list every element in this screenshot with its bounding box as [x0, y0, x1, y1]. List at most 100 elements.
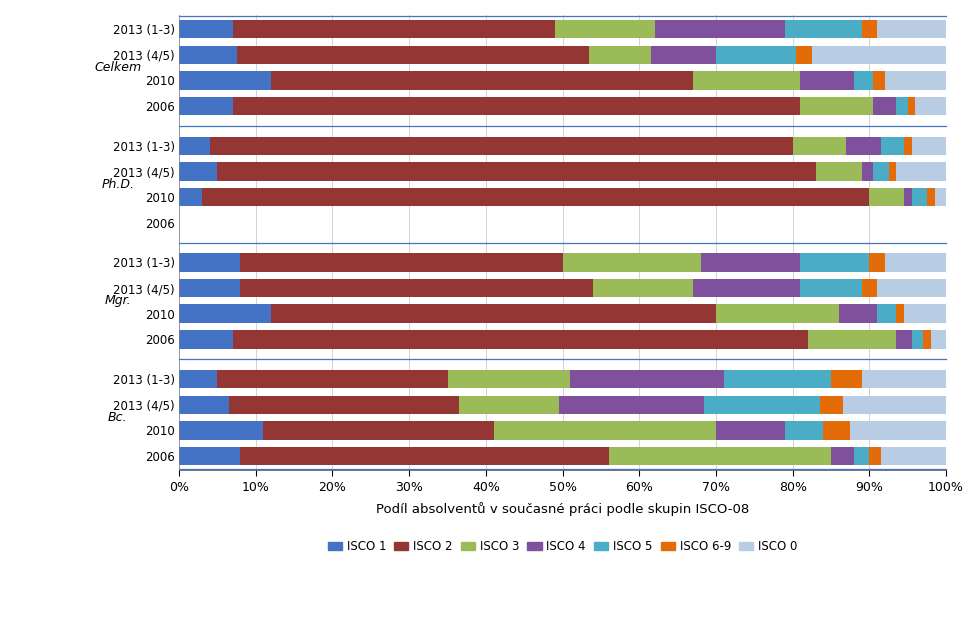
Bar: [700, 253, 800, 271]
Bar: [800, 97, 872, 115]
Text: Celkem: Celkem: [94, 61, 141, 74]
Bar: [926, 188, 934, 206]
Bar: [179, 188, 201, 206]
Bar: [217, 370, 447, 389]
Bar: [237, 46, 589, 64]
Bar: [800, 253, 868, 271]
Bar: [179, 447, 241, 465]
Bar: [723, 370, 830, 389]
Bar: [861, 279, 876, 297]
Bar: [861, 162, 872, 181]
Bar: [895, 330, 911, 349]
Bar: [807, 330, 895, 349]
Bar: [562, 253, 700, 271]
Bar: [911, 136, 945, 155]
Bar: [179, 304, 271, 323]
Bar: [608, 447, 830, 465]
Bar: [569, 370, 723, 389]
Bar: [784, 421, 822, 439]
Bar: [853, 447, 868, 465]
X-axis label: Podíl absolventů v současné práci podle skupin ISCO-08: Podíl absolventů v současné práci podle …: [376, 502, 748, 516]
Bar: [903, 188, 911, 206]
Bar: [271, 304, 715, 323]
Bar: [447, 370, 569, 389]
Bar: [493, 421, 715, 439]
Bar: [179, 162, 217, 181]
Bar: [861, 370, 945, 389]
Bar: [819, 396, 842, 414]
Bar: [911, 188, 926, 206]
Bar: [872, 162, 888, 181]
Bar: [241, 253, 562, 271]
Bar: [241, 447, 608, 465]
Bar: [654, 20, 784, 38]
Bar: [179, 253, 241, 271]
Bar: [233, 20, 555, 38]
Bar: [558, 396, 704, 414]
Bar: [872, 97, 895, 115]
Bar: [179, 370, 217, 389]
Bar: [888, 162, 895, 181]
Bar: [922, 330, 930, 349]
Bar: [263, 421, 493, 439]
Bar: [229, 396, 459, 414]
Bar: [209, 136, 792, 155]
Bar: [692, 71, 800, 89]
Bar: [895, 97, 907, 115]
Bar: [179, 136, 209, 155]
Bar: [876, 20, 945, 38]
Bar: [930, 330, 945, 349]
Bar: [800, 71, 853, 89]
Bar: [800, 279, 861, 297]
Bar: [179, 20, 233, 38]
Bar: [903, 304, 945, 323]
Bar: [217, 162, 815, 181]
Bar: [201, 188, 868, 206]
Bar: [861, 20, 876, 38]
Bar: [179, 46, 237, 64]
Bar: [704, 396, 819, 414]
Bar: [884, 253, 945, 271]
Bar: [271, 71, 692, 89]
Bar: [880, 447, 945, 465]
Bar: [241, 279, 593, 297]
Bar: [179, 396, 229, 414]
Bar: [179, 71, 271, 89]
Bar: [884, 71, 945, 89]
Bar: [880, 136, 903, 155]
Bar: [868, 253, 884, 271]
Bar: [911, 330, 922, 349]
Bar: [784, 20, 861, 38]
Bar: [179, 421, 263, 439]
Bar: [233, 97, 800, 115]
Bar: [895, 304, 903, 323]
Bar: [815, 162, 861, 181]
Bar: [792, 136, 846, 155]
Bar: [459, 396, 558, 414]
Bar: [849, 421, 945, 439]
Bar: [868, 188, 903, 206]
Bar: [555, 20, 654, 38]
Bar: [830, 370, 861, 389]
Bar: [593, 279, 692, 297]
Bar: [179, 97, 233, 115]
Bar: [811, 46, 945, 64]
Bar: [233, 330, 807, 349]
Bar: [846, 136, 880, 155]
Bar: [853, 71, 872, 89]
Bar: [179, 330, 233, 349]
Bar: [876, 279, 945, 297]
Text: Bc.: Bc.: [108, 411, 127, 424]
Bar: [822, 421, 849, 439]
Bar: [895, 162, 945, 181]
Bar: [868, 447, 880, 465]
Bar: [876, 304, 895, 323]
Bar: [830, 447, 853, 465]
Bar: [715, 46, 796, 64]
Text: Mgr.: Mgr.: [105, 294, 131, 307]
Bar: [589, 46, 650, 64]
Legend: ISCO 1, ISCO 2, ISCO 3, ISCO 4, ISCO 5, ISCO 6-9, ISCO 0: ISCO 1, ISCO 2, ISCO 3, ISCO 4, ISCO 5, …: [323, 535, 801, 558]
Bar: [914, 97, 945, 115]
Bar: [715, 304, 838, 323]
Bar: [715, 421, 784, 439]
